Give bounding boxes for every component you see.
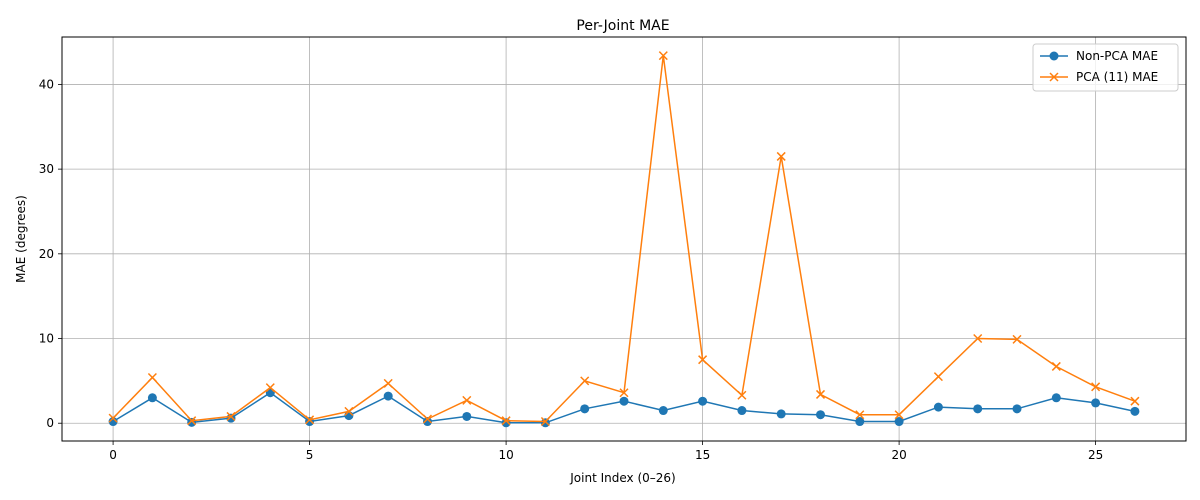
y-axis-ticks: 0 10 20 30 40 [39, 77, 62, 430]
data-point-pca [776, 151, 786, 161]
data-point-non-pca [383, 391, 393, 401]
plot-frame [61, 36, 1187, 442]
data-point-non-pca [108, 417, 118, 427]
data-point-pca [501, 416, 511, 426]
legend-box [1032, 43, 1179, 92]
legend-marker-pca [1049, 72, 1059, 82]
data-point-non-pca [776, 409, 786, 419]
y-tick-label: 30 [39, 162, 54, 176]
data-point-pca [108, 413, 118, 423]
y-tick-label: 10 [39, 332, 54, 346]
data-point-pca [540, 416, 550, 427]
y-tick-label: 40 [39, 77, 54, 91]
data-point-non-pca [147, 393, 157, 403]
series-non-pca [108, 388, 1140, 428]
data-point-pca [1130, 396, 1140, 406]
data-point-pca [462, 395, 472, 405]
data-point-non-pca [1130, 406, 1140, 416]
series-layer [108, 51, 1140, 428]
data-point-non-pca [226, 413, 236, 423]
data-point-pca [737, 390, 747, 400]
data-point-pca [580, 376, 590, 386]
data-point-pca [1091, 382, 1101, 392]
x-tick-label: 10 [498, 448, 513, 462]
legend-marker-non-pca [1049, 51, 1059, 61]
x-tick-label: 25 [1088, 448, 1103, 462]
data-point-non-pca [855, 417, 865, 427]
data-point-non-pca [816, 410, 826, 420]
data-point-non-pca [462, 411, 472, 421]
y-tick-label: 20 [39, 247, 54, 261]
data-point-non-pca [1091, 398, 1101, 408]
data-point-pca [658, 51, 668, 61]
data-point-non-pca [1051, 393, 1061, 403]
data-point-non-pca [973, 404, 983, 414]
data-point-pca [305, 415, 315, 425]
data-point-pca [698, 355, 708, 365]
legend: Non-PCA MAE PCA (11) MAE [1032, 43, 1179, 92]
x-tick-label: 20 [891, 448, 906, 462]
data-point-pca [147, 372, 157, 383]
x-axis-ticks: 0 5 10 15 20 25 [109, 441, 1103, 462]
series-line-pca [112, 55, 1136, 423]
grid-lines [62, 37, 1186, 441]
data-point-pca [187, 416, 197, 426]
x-axis-label: Joint Index (0–26) [569, 471, 675, 485]
legend-label-pca: PCA (11) MAE [1076, 70, 1158, 84]
data-point-non-pca [933, 402, 943, 412]
data-point-pca [1051, 361, 1061, 371]
data-point-pca [422, 414, 433, 424]
data-point-non-pca [422, 417, 432, 427]
data-point-pca [894, 410, 904, 420]
legend-label-non-pca: Non-PCA MAE [1076, 49, 1158, 63]
chart-title: Per-Joint MAE [576, 18, 669, 34]
data-point-pca [226, 411, 236, 421]
data-point-pca [619, 388, 629, 398]
data-point-non-pca [540, 418, 550, 428]
data-point-pca [933, 372, 943, 382]
data-point-non-pca [737, 406, 747, 416]
y-tick-label: 0 [46, 416, 54, 430]
data-point-pca [855, 410, 865, 420]
data-point-pca [973, 333, 983, 344]
data-point-non-pca [1012, 404, 1022, 414]
series-pca [108, 51, 1140, 427]
data-point-non-pca [698, 396, 708, 406]
y-axis-label: MAE (degrees) [14, 195, 28, 283]
data-point-pca [815, 389, 826, 399]
data-point-pca [265, 383, 275, 393]
data-point-non-pca [619, 396, 629, 406]
x-tick-label: 15 [695, 448, 710, 462]
x-tick-label: 0 [109, 448, 117, 462]
data-point-non-pca [580, 404, 590, 414]
data-point-pca [383, 378, 393, 388]
data-point-non-pca [894, 417, 904, 427]
data-point-pca [344, 406, 354, 416]
data-point-non-pca [658, 406, 668, 416]
x-tick-label: 5 [306, 448, 314, 462]
data-point-pca [1012, 334, 1022, 344]
data-point-non-pca [187, 417, 197, 427]
